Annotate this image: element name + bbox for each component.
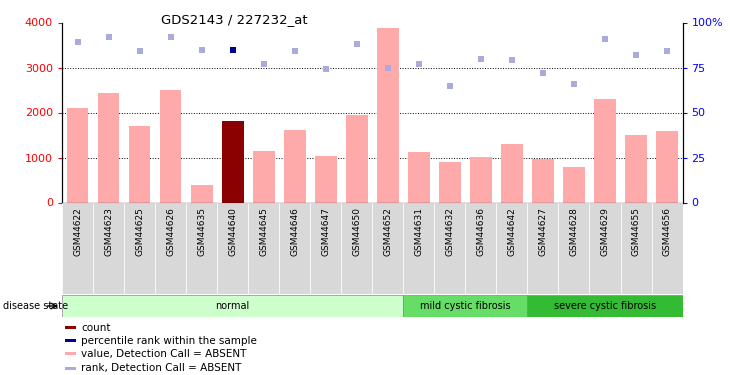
Point [196,46,207,53]
Point [444,82,456,88]
Text: severe cystic fibrosis: severe cystic fibrosis [554,301,656,311]
Bar [66,367,76,370]
Bar [248,202,279,294]
Point [413,61,425,67]
Bar [346,115,368,202]
Bar [496,202,528,294]
Point [289,48,301,54]
Bar [66,352,76,356]
Text: GSM44650: GSM44650 [353,207,361,256]
Bar [186,202,218,294]
Bar [62,295,404,317]
Bar [98,93,120,202]
Text: GDS2143 / 227232_at: GDS2143 / 227232_at [161,13,307,26]
Text: GSM44629: GSM44629 [601,207,610,256]
Point [506,57,518,63]
Point [661,48,673,54]
Point [475,56,487,62]
Bar [160,90,182,202]
Point [134,48,145,54]
Bar [620,202,652,294]
Text: GSM44622: GSM44622 [73,207,82,256]
Text: GSM44647: GSM44647 [321,207,330,256]
Bar [191,185,212,202]
Bar [528,295,683,317]
Text: percentile rank within the sample: percentile rank within the sample [81,336,257,346]
Text: GSM44640: GSM44640 [228,207,237,256]
Bar [652,202,683,294]
Text: GSM44642: GSM44642 [507,207,516,256]
Point [537,70,549,76]
Bar [404,202,434,294]
Bar [532,159,554,203]
Bar [408,152,430,202]
Text: value, Detection Call = ABSENT: value, Detection Call = ABSENT [81,349,246,359]
Bar [284,130,306,203]
Text: normal: normal [215,301,250,311]
Point [568,81,580,87]
Point [351,41,363,47]
Text: GSM44656: GSM44656 [663,207,672,256]
Text: disease state: disease state [3,301,68,311]
Bar [310,202,342,294]
Bar [434,202,466,294]
Bar [128,126,150,202]
Text: GSM44636: GSM44636 [477,207,485,256]
Bar [62,202,93,294]
Text: count: count [81,323,110,333]
Bar [558,202,590,294]
Bar [342,202,372,294]
Bar [315,156,337,203]
Point [165,34,177,40]
Bar [563,167,585,202]
Point [382,64,393,70]
Bar [93,202,124,294]
Text: GSM44627: GSM44627 [539,207,548,256]
Bar [404,295,528,317]
Text: mild cystic fibrosis: mild cystic fibrosis [420,301,511,311]
Bar [372,202,404,294]
Text: GSM44635: GSM44635 [197,207,206,256]
Text: GSM44645: GSM44645 [259,207,268,256]
Point [72,39,83,45]
Point [258,61,269,67]
Bar [625,135,647,202]
Text: GSM44652: GSM44652 [383,207,392,256]
Bar [656,130,678,203]
Bar [466,202,496,294]
Bar [279,202,310,294]
Text: GSM44625: GSM44625 [135,207,144,256]
Point [630,52,642,58]
Bar [594,99,616,202]
Bar [124,202,155,294]
Bar [470,157,492,203]
Bar [155,202,186,294]
Text: GSM44646: GSM44646 [291,207,299,256]
Point [320,66,331,72]
Point [103,34,115,40]
Bar [222,121,244,202]
Text: GSM44628: GSM44628 [569,207,578,256]
Bar [218,202,248,294]
Bar [501,144,523,202]
Text: GSM44623: GSM44623 [104,207,113,256]
Text: GSM44631: GSM44631 [415,207,423,256]
Bar [66,339,76,342]
Text: GSM44655: GSM44655 [631,207,640,256]
Point [599,36,611,42]
Bar [590,202,620,294]
Bar [377,28,399,202]
Text: rank, Detection Call = ABSENT: rank, Detection Call = ABSENT [81,363,242,374]
Text: GSM44632: GSM44632 [445,207,454,256]
Text: GSM44626: GSM44626 [166,207,175,256]
Point [227,46,239,53]
Bar [66,108,88,202]
Bar [66,326,76,329]
Bar [439,162,461,202]
Bar [253,151,274,202]
Bar [528,202,558,294]
